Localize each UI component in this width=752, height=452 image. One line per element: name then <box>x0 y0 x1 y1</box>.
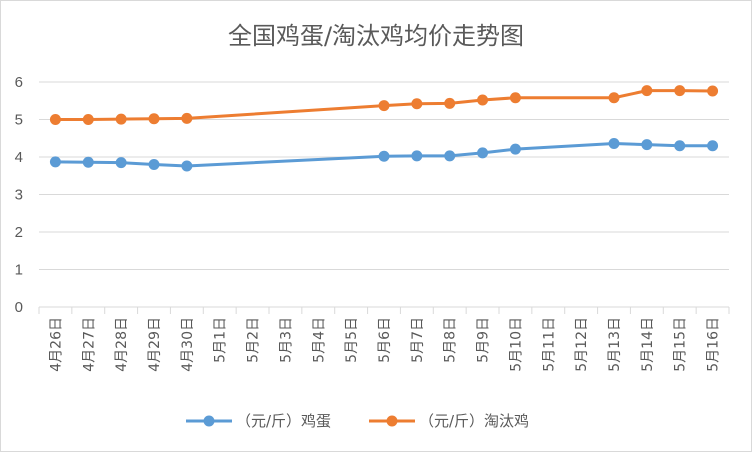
x-tick-label: 5月2日 <box>246 317 262 363</box>
data-point <box>378 150 390 162</box>
x-tick-label: 5月8日 <box>443 317 459 363</box>
x-tick-label: 5月4日 <box>311 317 327 363</box>
legend-swatch-marker <box>203 415 215 427</box>
x-tick-label: 5月10日 <box>508 317 524 372</box>
x-tick-label: 5月12日 <box>574 317 590 372</box>
data-point <box>411 98 423 110</box>
y-tick-label: 2 <box>15 224 23 241</box>
data-point <box>509 92 521 104</box>
data-point <box>674 140 686 152</box>
data-point <box>148 159 160 170</box>
data-point <box>378 100 390 112</box>
y-tick-label: 1 <box>15 262 23 279</box>
data-point <box>181 112 193 124</box>
series-group <box>49 85 719 172</box>
data-point <box>411 150 423 162</box>
data-point <box>674 85 686 97</box>
x-tick-label: 5月5日 <box>344 317 360 363</box>
data-point <box>641 139 653 151</box>
y-tick-label: 4 <box>15 149 23 166</box>
data-point <box>608 92 620 104</box>
x-tick-label: 4月27日 <box>81 317 97 372</box>
y-tick-label: 0 <box>15 299 23 316</box>
legend-label: （元/斤）淘汰鸡 <box>419 412 529 430</box>
x-tick-label: 5月16日 <box>706 317 722 372</box>
data-point <box>82 114 94 125</box>
legend-label: （元/斤）鸡蛋 <box>236 412 331 430</box>
x-tick-label: 5月3日 <box>278 317 294 363</box>
x-tick-label: 4月29日 <box>147 317 163 372</box>
data-point <box>477 147 489 159</box>
x-tick-label: 5月14日 <box>640 317 656 372</box>
chart-title: 全国鸡蛋/淘汰鸡均价走势图 <box>228 22 524 50</box>
data-point <box>444 150 456 162</box>
data-point <box>148 113 160 125</box>
data-point <box>707 85 719 97</box>
data-point <box>49 156 61 168</box>
legend-swatch-marker <box>386 415 398 427</box>
data-point <box>707 140 719 152</box>
y-tick-label: 6 <box>15 74 23 91</box>
x-tick-label: 5月9日 <box>476 317 492 363</box>
y-tick-label: 5 <box>15 112 23 129</box>
data-point <box>608 138 620 149</box>
x-tick-label: 5月1日 <box>213 317 229 363</box>
x-tick-label: 5月13日 <box>607 317 623 372</box>
data-point <box>49 114 61 125</box>
legend: （元/斤）鸡蛋 （元/斤）淘汰鸡 <box>186 412 529 430</box>
data-point <box>641 85 653 97</box>
x-tick-label: 5月11日 <box>541 317 557 372</box>
data-point <box>82 156 94 168</box>
x-tick-label: 4月26日 <box>48 317 64 372</box>
y-axis: 0 1 2 3 4 5 6 <box>15 74 23 316</box>
data-point <box>181 160 193 172</box>
data-point <box>477 94 489 106</box>
data-point <box>509 143 521 155</box>
x-tick-label: 4月28日 <box>114 317 130 372</box>
x-axis: 4月26日 4月27日 4月28日 4月29日 4月30日 5月1日 5月2日 5月3日 5月4… <box>38 306 730 372</box>
x-tick-label: 5月6日 <box>377 317 393 363</box>
x-tick-label: 4月30日 <box>180 317 196 372</box>
data-point <box>444 97 456 109</box>
data-point <box>115 113 127 125</box>
x-tick-label: 5月7日 <box>410 317 426 363</box>
data-point <box>115 157 127 169</box>
y-tick-label: 3 <box>15 187 23 204</box>
x-tick-label: 5月15日 <box>673 317 689 372</box>
